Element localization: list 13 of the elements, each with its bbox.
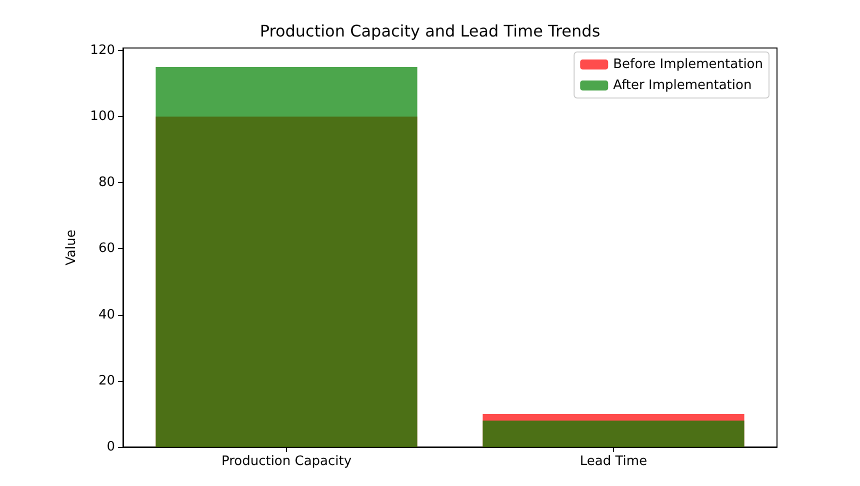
- x-tick-label: Lead Time: [580, 454, 648, 469]
- y-tick-label: 60: [98, 241, 115, 256]
- y-tick-label: 100: [90, 109, 115, 124]
- legend-label: After Implementation: [613, 78, 752, 93]
- y-tick-label: 40: [98, 307, 115, 322]
- chart-title: Production Capacity and Lead Time Trends: [260, 22, 600, 40]
- y-tick-label: 80: [98, 175, 115, 190]
- legend-label: Before Implementation: [613, 57, 764, 72]
- y-tick-label: 20: [98, 373, 115, 388]
- y-tick-label: 120: [90, 42, 115, 58]
- x-tick-label: Production Capacity: [221, 454, 352, 469]
- y-axis-title: Value: [64, 230, 79, 266]
- y-tick-label: 0: [106, 440, 115, 454]
